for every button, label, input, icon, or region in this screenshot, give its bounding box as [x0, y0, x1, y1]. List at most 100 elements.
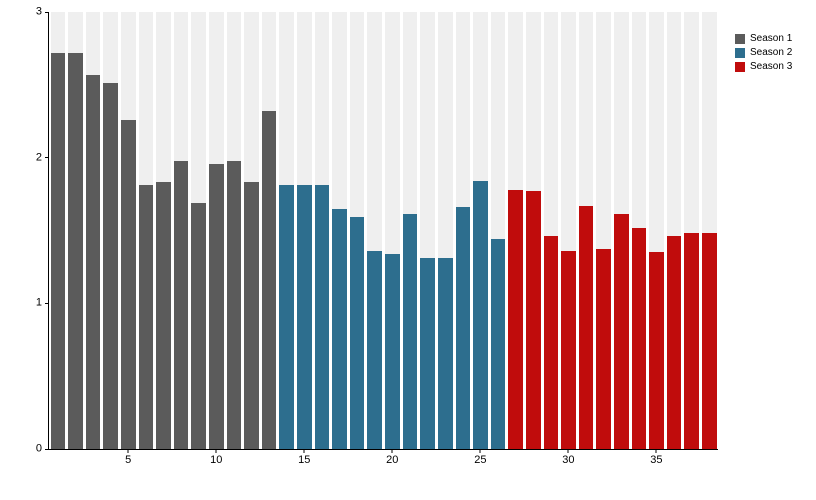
bar-slot-37	[684, 12, 700, 449]
bar-slot-17	[332, 12, 347, 449]
bar-2[interactable]	[68, 52, 83, 449]
x-tick-label-35: 35	[650, 454, 663, 466]
bar-slot-12	[244, 12, 259, 449]
bar-35[interactable]	[649, 252, 664, 449]
x-tick-label-10: 10	[210, 454, 223, 466]
x-tick-mark	[655, 449, 657, 453]
bar-slot-7	[156, 12, 171, 449]
x-tick-label-5: 5	[125, 454, 132, 466]
bar-5[interactable]	[120, 119, 136, 449]
bar-12[interactable]	[244, 182, 259, 449]
bar-slot-4	[103, 12, 118, 449]
bar-34[interactable]	[631, 227, 647, 449]
bar-13[interactable]	[261, 111, 277, 449]
x-tick-mark	[127, 449, 129, 453]
bar-slot-36	[666, 12, 682, 449]
bar-22[interactable]	[420, 258, 435, 449]
bar-28[interactable]	[525, 191, 541, 449]
bar-series-container	[49, 12, 718, 449]
bar-slot-28	[525, 12, 541, 449]
bar-30[interactable]	[561, 250, 576, 449]
x-tick-label-20: 20	[386, 454, 399, 466]
x-tick-label-15: 15	[298, 454, 311, 466]
bar-27[interactable]	[508, 189, 523, 449]
bar-slot-10	[208, 12, 224, 449]
bar-37[interactable]	[684, 233, 700, 449]
bar-38[interactable]	[702, 233, 717, 449]
bar-slot-19	[367, 12, 383, 449]
bar-16[interactable]	[314, 185, 330, 449]
y-tick-label-1: 1	[35, 296, 42, 309]
x-tick-mark	[215, 449, 217, 453]
legend-item-season-3: Season 3	[735, 61, 792, 72]
bar-6[interactable]	[138, 185, 154, 449]
bar-slot-11	[226, 12, 242, 449]
bar-slot-22	[420, 12, 435, 449]
legend-swatch-season-2	[735, 47, 745, 58]
bar-31[interactable]	[578, 205, 594, 449]
bar-slot-5	[120, 12, 136, 449]
bar-25[interactable]	[473, 180, 488, 449]
y-tick-mark	[45, 157, 49, 159]
bar-33[interactable]	[614, 214, 629, 449]
bar-slot-16	[314, 12, 330, 449]
legend-swatch-season-1	[735, 33, 745, 44]
bar-9[interactable]	[191, 202, 206, 449]
bar-1[interactable]	[50, 52, 66, 449]
legend-label-season-1: Season 1	[750, 33, 793, 44]
legend-item-season-1: Season 1	[735, 33, 792, 44]
y-tick-mark	[45, 302, 49, 304]
legend-swatch-season-3	[735, 61, 745, 72]
bar-slot-1	[50, 12, 66, 449]
bar-17[interactable]	[332, 208, 347, 449]
x-tick-label-25: 25	[474, 454, 487, 466]
bar-slot-2	[68, 12, 83, 449]
bar-slot-24	[455, 12, 471, 449]
bar-32[interactable]	[596, 249, 611, 449]
legend-label-season-3: Season 3	[750, 61, 793, 72]
bar-29[interactable]	[543, 236, 559, 449]
bar-20[interactable]	[385, 253, 400, 449]
bar-26[interactable]	[490, 239, 506, 449]
bar-slot-23	[437, 12, 453, 449]
bar-slot-20	[385, 12, 400, 449]
bar-24[interactable]	[455, 207, 471, 449]
x-tick-mark	[567, 449, 569, 453]
bar-14[interactable]	[279, 185, 295, 449]
legend: Season 1 Season 2 Season 3	[735, 33, 792, 72]
bar-slot-32	[596, 12, 611, 449]
plot-area: 0 1 2 3 5 10 15 20 25 30 35	[36, 6, 718, 466]
bar-3[interactable]	[85, 74, 101, 449]
bar-slot-9	[191, 12, 206, 449]
bar-19[interactable]	[367, 250, 383, 449]
y-tick-label-2: 2	[35, 151, 42, 164]
bar-slot-15	[297, 12, 312, 449]
bar-36[interactable]	[666, 236, 682, 449]
y-tick-label-3: 3	[35, 5, 42, 18]
bar-slot-21	[402, 12, 418, 449]
bar-slot-6	[138, 12, 154, 449]
bar-7[interactable]	[156, 182, 171, 449]
bar-23[interactable]	[437, 258, 453, 449]
bar-slot-31	[578, 12, 594, 449]
x-tick-mark	[479, 449, 481, 453]
bar-slot-8	[173, 12, 189, 449]
bar-15[interactable]	[297, 185, 312, 449]
bar-slot-33	[614, 12, 629, 449]
bar-slot-18	[349, 12, 365, 449]
bar-slot-25	[473, 12, 488, 449]
bar-18[interactable]	[349, 217, 365, 449]
bar-8[interactable]	[173, 160, 189, 449]
bar-slot-29	[543, 12, 559, 449]
bar-slot-13	[261, 12, 277, 449]
bar-11[interactable]	[226, 160, 242, 449]
y-tick-mark	[45, 448, 49, 450]
bar-21[interactable]	[402, 214, 418, 449]
bar-4[interactable]	[103, 83, 118, 449]
x-tick-mark	[391, 449, 393, 453]
bar-slot-34	[631, 12, 647, 449]
bar-slot-26	[490, 12, 506, 449]
bar-slot-27	[508, 12, 523, 449]
bar-10[interactable]	[208, 163, 224, 449]
